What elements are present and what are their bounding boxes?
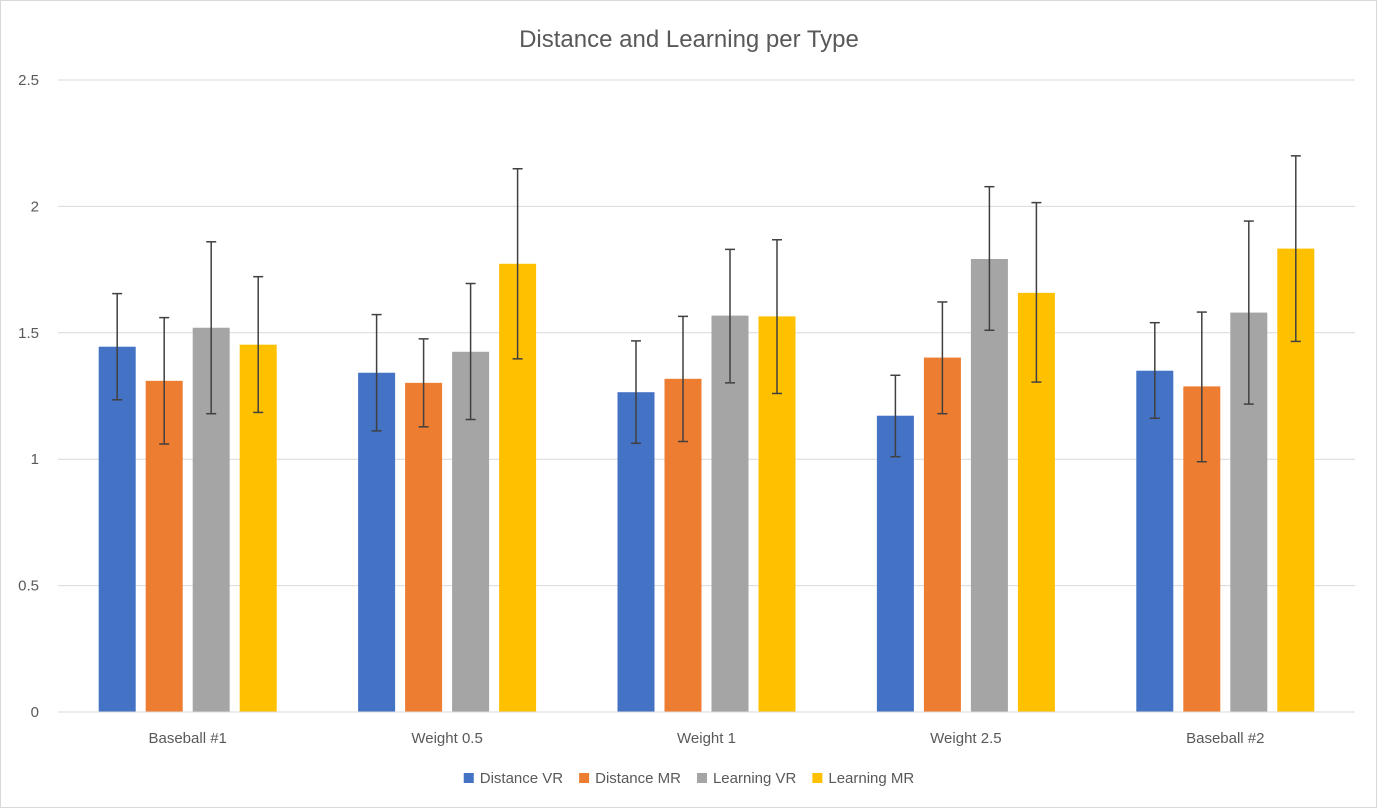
x-axis-tick-labels: Baseball #1 Weight 0.5 Weight 1 Weight 2.5 B… xyxy=(148,730,1264,747)
legend-swatch xyxy=(696,773,707,783)
error-bars xyxy=(112,155,1301,463)
error-bar xyxy=(465,282,476,421)
error-bar xyxy=(1243,220,1254,405)
y-tick-label: 1 xyxy=(31,451,39,468)
x-tick-label: Weight 0.5 xyxy=(411,730,482,747)
error-bar xyxy=(112,292,123,401)
legend: Distance VR Distance MR Learning VR Learnin… xyxy=(463,770,914,787)
error-bar xyxy=(725,248,735,384)
chart-title: Distance and Learning per Type xyxy=(519,26,859,53)
legend-label: Learning VR xyxy=(713,770,797,787)
legend-item: Learning MR xyxy=(812,770,914,787)
legend-label: Distance VR xyxy=(480,770,564,787)
legend-label: Learning MR xyxy=(828,770,914,787)
x-tick-label: Baseball #2 xyxy=(1186,730,1264,747)
y-axis-tick-labels: 0 0.5 1 1.5 2 2.5 xyxy=(18,72,39,721)
legend-swatch xyxy=(579,773,590,783)
error-bar xyxy=(1290,155,1301,343)
error-bar xyxy=(772,239,782,395)
error-bar xyxy=(371,313,382,432)
bar xyxy=(98,346,136,712)
error-bar xyxy=(253,275,264,414)
x-tick-label: Weight 2.5 xyxy=(930,730,1001,747)
bar xyxy=(923,357,961,712)
legend-item: Learning VR xyxy=(696,770,797,787)
y-tick-label: 2.5 xyxy=(18,72,39,89)
bar xyxy=(876,415,914,712)
error-bar xyxy=(206,241,217,415)
error-bar xyxy=(1031,201,1042,383)
y-tick-label: 0 xyxy=(31,704,39,721)
error-bar xyxy=(631,340,641,445)
error-bar xyxy=(1149,321,1160,419)
legend-item: Distance MR xyxy=(579,770,681,787)
error-bar xyxy=(984,185,995,332)
bar xyxy=(405,382,443,712)
legend-label: Distance MR xyxy=(595,770,681,787)
legend-item: Distance VR xyxy=(463,770,564,787)
bar xyxy=(1136,370,1174,712)
y-tick-label: 2 xyxy=(31,198,39,215)
bars xyxy=(98,248,1315,712)
x-tick-label: Baseball #1 xyxy=(148,730,226,747)
bar xyxy=(617,392,655,712)
bar xyxy=(970,258,1008,712)
error-bar xyxy=(159,316,170,445)
y-tick-label: 1.5 xyxy=(18,325,39,342)
error-bar xyxy=(512,167,523,360)
error-bar xyxy=(418,338,429,428)
x-tick-label: Weight 1 xyxy=(677,730,736,747)
legend-swatch xyxy=(463,773,474,783)
error-bar xyxy=(1196,311,1207,463)
error-bar xyxy=(937,301,948,415)
legend-swatch xyxy=(812,773,823,783)
error-bar xyxy=(890,374,901,458)
error-bar xyxy=(678,315,688,443)
y-tick-label: 0.5 xyxy=(18,578,39,595)
